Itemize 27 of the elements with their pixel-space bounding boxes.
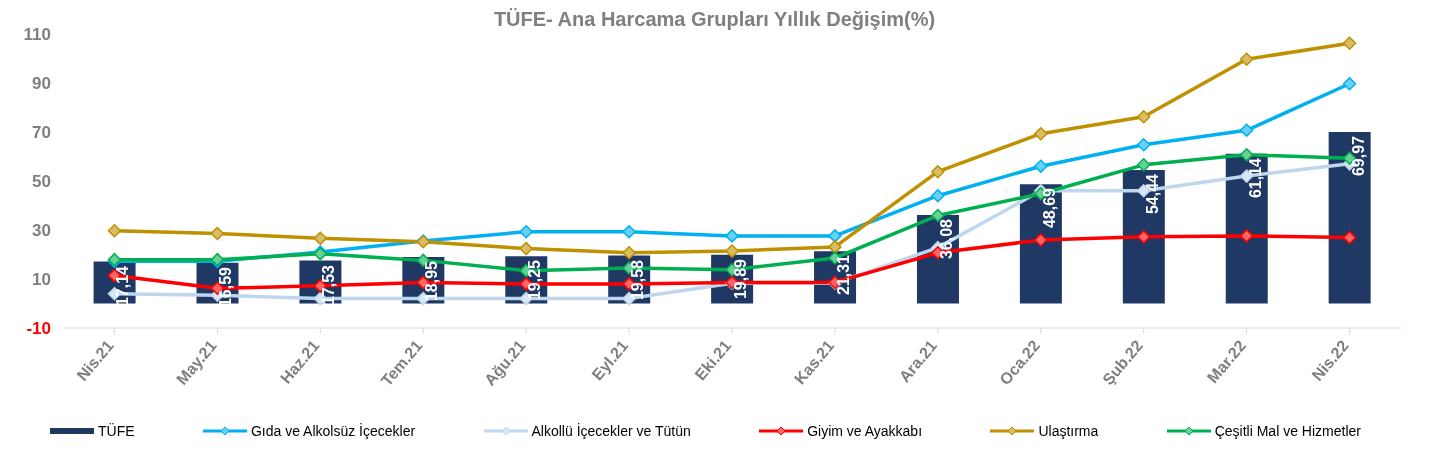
legend-label: Çeşitli Mal ve Hizmetler <box>1214 423 1361 439</box>
data-label: 17,14 <box>114 265 133 306</box>
data-label: 18,95 <box>423 261 442 302</box>
data-label: 19,58 <box>629 259 648 300</box>
legend-label: Ulaştırma <box>1038 423 1099 439</box>
data-label: 69,97 <box>1349 136 1368 177</box>
data-label: 17,53 <box>320 264 339 305</box>
y-tick-label: 10 <box>32 270 51 289</box>
data-label: 48,69 <box>1040 188 1059 229</box>
data-label: 61,14 <box>1246 157 1265 198</box>
legend-label: TÜFE <box>98 423 135 439</box>
data-label: 16,59 <box>217 266 236 307</box>
chart-title: TÜFE- Ana Harcama Grupları Yıllık Değişim(%) <box>493 8 936 30</box>
y-tick-label: 50 <box>32 172 51 191</box>
data-label: 19,25 <box>526 260 545 301</box>
y-tick-label: 110 <box>23 25 51 44</box>
legend-label: Giyim ve Ayakkabı <box>807 423 923 439</box>
y-tick-label: 70 <box>32 123 51 142</box>
y-tick-label: -10 <box>26 319 51 338</box>
y-tick-label: 30 <box>32 221 51 240</box>
legend-label: Alkollü İçecekler ve Tütün <box>531 423 691 439</box>
data-label: 21,31 <box>834 255 853 296</box>
legend-label: Gıda ve Alkolsüz İçecekler <box>250 423 416 439</box>
data-label: 36,08 <box>937 219 956 260</box>
data-label: 54,44 <box>1143 174 1162 215</box>
data-label: 19,89 <box>732 258 750 299</box>
y-tick-label: 90 <box>32 74 51 93</box>
